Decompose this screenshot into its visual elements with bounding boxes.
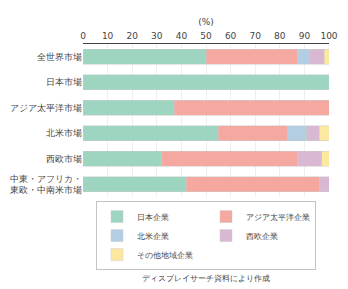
svg-text:10: 10	[102, 31, 114, 41]
svg-text:0: 0	[80, 31, 86, 41]
svg-text:(%): (%)	[198, 17, 214, 27]
svg-text:中東・アフリカ・東欧・中南米市場: 中東・アフリカ・東欧・中南米市場	[10, 174, 82, 196]
svg-text:西欧市場: 西欧市場	[46, 154, 82, 164]
svg-text:全世界市場: 全世界市場	[37, 52, 82, 62]
svg-text:90: 90	[299, 31, 311, 41]
svg-text:50: 50	[200, 31, 212, 41]
svg-text:北米企業: 北米企業	[137, 232, 169, 241]
svg-text:日本企業: 日本企業	[137, 213, 169, 222]
svg-text:アジア太平洋市場: アジア太平洋市場	[10, 103, 82, 113]
svg-text:ディスプレイサーチ資料により作成: ディスプレイサーチ資料により作成	[142, 274, 270, 283]
svg-text:100: 100	[320, 31, 337, 41]
svg-text:40: 40	[176, 31, 188, 41]
svg-text:30: 30	[151, 31, 163, 41]
svg-text:80: 80	[274, 31, 286, 41]
svg-text:日本市場: 日本市場	[46, 77, 82, 87]
svg-text:西欧企業: 西欧企業	[246, 232, 278, 241]
svg-text:その他地域企業: その他地域企業	[137, 251, 193, 260]
svg-text:70: 70	[249, 31, 261, 41]
svg-text:アジア太平洋企業: アジア太平洋企業	[246, 213, 310, 222]
svg-text:60: 60	[225, 31, 237, 41]
svg-text:北米市場: 北米市場	[46, 128, 82, 138]
svg-text:20: 20	[126, 31, 138, 41]
